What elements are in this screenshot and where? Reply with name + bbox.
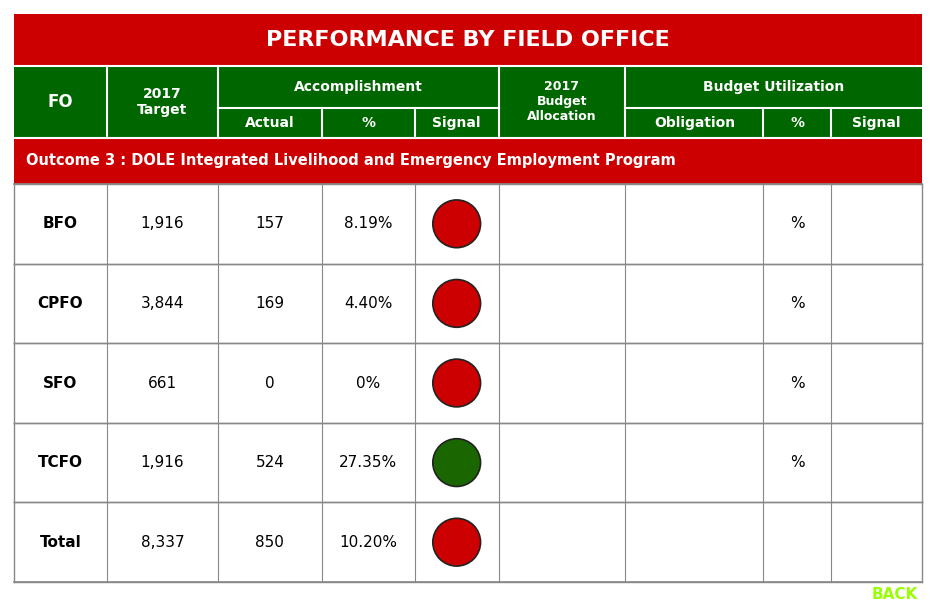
Text: BACK: BACK: [871, 587, 918, 602]
Text: %: %: [791, 116, 804, 130]
Text: 8,337: 8,337: [140, 535, 184, 550]
Text: Actual: Actual: [245, 116, 295, 130]
Text: %: %: [790, 296, 805, 311]
Text: Budget Utilization: Budget Utilization: [703, 80, 844, 94]
Text: FO: FO: [48, 93, 73, 111]
Text: Signal: Signal: [853, 116, 901, 130]
Text: 169: 169: [256, 296, 285, 311]
Text: 2017
Target: 2017 Target: [138, 87, 187, 117]
Circle shape: [432, 518, 480, 566]
Bar: [14, 502, 922, 582]
Text: Signal: Signal: [432, 116, 481, 130]
Text: CPFO: CPFO: [37, 296, 83, 311]
Text: %: %: [361, 116, 375, 130]
Text: %: %: [790, 216, 805, 231]
Circle shape: [432, 280, 480, 327]
Text: TCFO: TCFO: [38, 455, 83, 470]
Text: 0: 0: [265, 376, 274, 390]
Bar: [14, 14, 922, 66]
Text: %: %: [790, 455, 805, 470]
Text: SFO: SFO: [43, 376, 78, 390]
Text: Outcome 3 : DOLE Integrated Livelihood and Emergency Employment Program: Outcome 3 : DOLE Integrated Livelihood a…: [26, 154, 676, 168]
Circle shape: [432, 359, 480, 407]
Text: Total: Total: [39, 535, 81, 550]
Text: 661: 661: [148, 376, 177, 390]
Text: Obligation: Obligation: [654, 116, 735, 130]
Text: 850: 850: [256, 535, 285, 550]
Text: 1,916: 1,916: [140, 455, 184, 470]
Bar: [14, 264, 922, 343]
Text: 27.35%: 27.35%: [340, 455, 398, 470]
Text: 8.19%: 8.19%: [344, 216, 392, 231]
Text: PERFORMANCE BY FIELD OFFICE: PERFORMANCE BY FIELD OFFICE: [266, 30, 670, 50]
Text: 1,916: 1,916: [140, 216, 184, 231]
Text: 157: 157: [256, 216, 285, 231]
Text: %: %: [790, 376, 805, 390]
Bar: [14, 423, 922, 502]
Text: 4.40%: 4.40%: [344, 296, 392, 311]
Text: 0%: 0%: [357, 376, 381, 390]
Text: 2017
Budget
Allocation: 2017 Budget Allocation: [527, 81, 597, 124]
Text: 10.20%: 10.20%: [340, 535, 398, 550]
Circle shape: [432, 200, 480, 248]
Text: Accomplishment: Accomplishment: [294, 80, 423, 94]
Bar: [14, 343, 922, 423]
Bar: [14, 138, 922, 184]
Text: 524: 524: [256, 455, 285, 470]
Text: 3,844: 3,844: [140, 296, 184, 311]
Bar: [14, 66, 922, 138]
Circle shape: [432, 439, 480, 487]
Bar: [14, 184, 922, 264]
Text: BFO: BFO: [43, 216, 78, 231]
